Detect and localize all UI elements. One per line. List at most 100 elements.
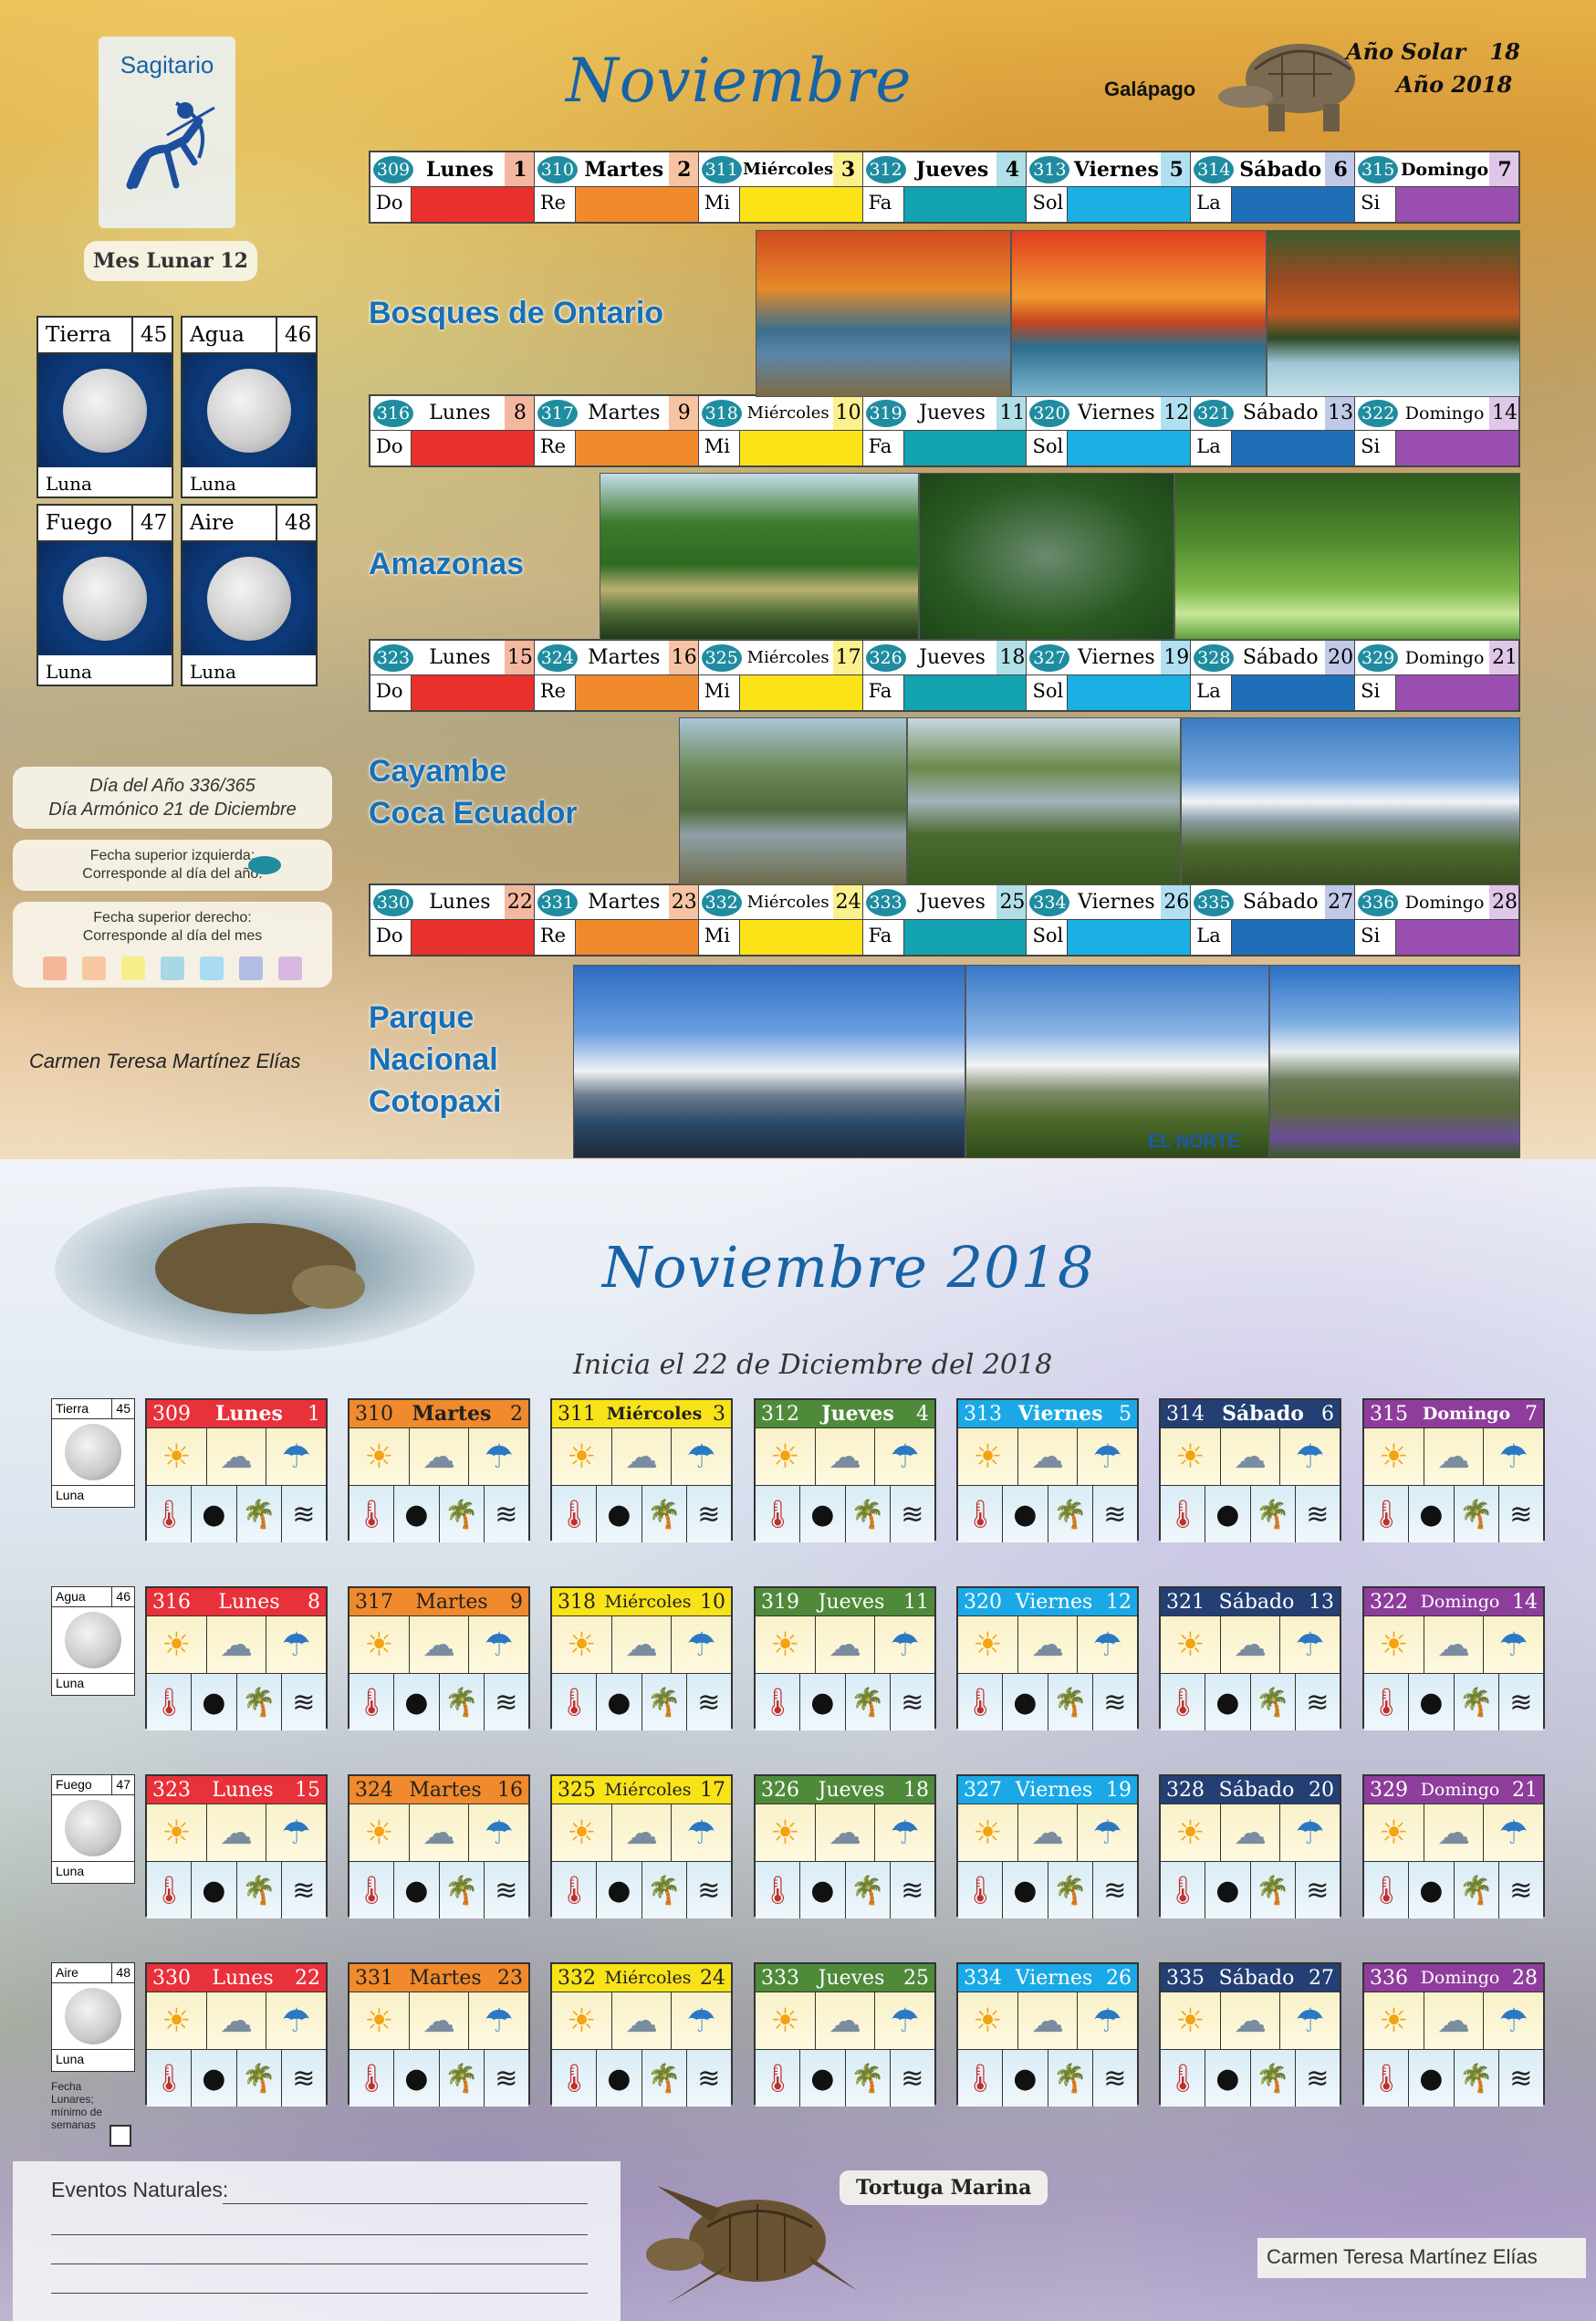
windy-tree-icon[interactable]: ≋: [1103, 2062, 1127, 2095]
day-card[interactable]: 313 Viernes 5 ☀ ☁ ☂ 🌡 ● 🌴 ≋: [956, 1398, 1139, 1542]
windy-tree-icon[interactable]: ≋: [697, 1686, 721, 1719]
sun-icon[interactable]: ☀: [1161, 1992, 1221, 2049]
day-card[interactable]: 323 Lunes 15 ☀ ☁ ☂ 🌡 ● 🌴 ≋: [145, 1774, 328, 1918]
cloud-icon[interactable]: ☁: [1424, 1616, 1485, 1673]
thermometer-sun-icon[interactable]: 🌡: [958, 1486, 1004, 1542]
rain-icon[interactable]: ☂: [1295, 1438, 1325, 1476]
day-card[interactable]: 312 Jueves 4 ☀ ☁ ☂ 🌡 ● 🌴 ≋: [754, 1398, 936, 1542]
sun-icon[interactable]: ☀: [147, 1804, 207, 1861]
cloud-icon[interactable]: ☁: [207, 1804, 267, 1861]
cloud-icon[interactable]: ☁: [1221, 1992, 1281, 2049]
palm-tree-icon[interactable]: 🌴: [1455, 2050, 1499, 2107]
day-card[interactable]: 326 Jueves 18 ☀ ☁ ☂ 🌡 ● 🌴 ≋: [754, 1774, 936, 1918]
palm-tree-icon[interactable]: 🌴: [237, 1486, 282, 1542]
day-card[interactable]: 309 Lunes 1 ☀ ☁ ☂ 🌡 ● 🌴 ≋: [145, 1398, 328, 1542]
sun-icon[interactable]: ☀: [349, 1992, 410, 2049]
windy-tree-icon[interactable]: ≋: [292, 1498, 316, 1531]
palm-tree-icon[interactable]: 🌴: [846, 1674, 891, 1730]
day-header-cell[interactable]: 334 Viernes 26: [1027, 885, 1192, 919]
day-card[interactable]: 325 Miércoles 17 ☀ ☁ ☂ 🌡 ● 🌴 ≋: [550, 1774, 733, 1918]
moon-phase-icon[interactable]: ●: [1205, 1674, 1251, 1730]
rain-icon[interactable]: ☂: [281, 1814, 311, 1852]
sun-icon[interactable]: ☀: [756, 1992, 816, 2049]
thermometer-sun-icon[interactable]: 🌡: [1161, 2050, 1206, 2107]
windy-tree-icon[interactable]: ≋: [495, 2062, 518, 2095]
day-header-cell[interactable]: 320 Viernes 12: [1027, 396, 1192, 430]
day-header-cell[interactable]: 311 Miércoles 3: [698, 152, 863, 186]
sun-icon[interactable]: ☀: [756, 1428, 816, 1485]
rain-icon[interactable]: ☂: [1092, 1438, 1122, 1476]
moon-phase-icon[interactable]: ●: [394, 2050, 440, 2107]
sun-icon[interactable]: ☀: [147, 1616, 207, 1673]
rain-icon[interactable]: ☂: [1295, 1626, 1325, 1664]
cloud-icon[interactable]: ☁: [816, 1428, 876, 1485]
palm-tree-icon[interactable]: 🌴: [1251, 1862, 1296, 1918]
thermometer-sun-icon[interactable]: 🌡: [1161, 1486, 1206, 1542]
day-card[interactable]: 317 Martes 9 ☀ ☁ ☂ 🌡 ● 🌴 ≋: [348, 1586, 530, 1730]
sun-icon[interactable]: ☀: [958, 1616, 1018, 1673]
palm-tree-icon[interactable]: 🌴: [440, 1486, 485, 1542]
windy-tree-icon[interactable]: ≋: [1509, 1874, 1533, 1907]
events-line[interactable]: [51, 2234, 588, 2235]
day-header-cell[interactable]: 329 Domingo 21: [1355, 641, 1519, 674]
thermometer-sun-icon[interactable]: 🌡: [349, 1674, 395, 1730]
day-card[interactable]: 321 Sábado 13 ☀ ☁ ☂ 🌡 ● 🌴 ≋: [1159, 1586, 1341, 1730]
cloud-icon[interactable]: ☁: [207, 1992, 267, 2049]
thermometer-sun-icon[interactable]: 🌡: [147, 1674, 193, 1730]
day-header-cell[interactable]: 335 Sábado 27: [1191, 885, 1356, 919]
windy-tree-icon[interactable]: ≋: [901, 1686, 924, 1719]
day-header-cell[interactable]: 309 Lunes 1: [370, 152, 535, 186]
palm-tree-icon[interactable]: 🌴: [1048, 1674, 1093, 1730]
moon-phase-icon[interactable]: ●: [192, 1486, 237, 1542]
fecha-checkbox[interactable]: [110, 2125, 131, 2147]
day-card[interactable]: 336 Domingo 28 ☀ ☁ ☂ 🌡 ● 🌴 ≋: [1362, 1962, 1545, 2107]
sun-icon[interactable]: ☀: [1364, 1428, 1424, 1485]
cloud-icon[interactable]: ☁: [612, 1992, 673, 2049]
rain-icon[interactable]: ☂: [484, 1626, 514, 1664]
windy-tree-icon[interactable]: ≋: [901, 2062, 924, 2095]
thermometer-sun-icon[interactable]: 🌡: [552, 1862, 598, 1918]
day-card[interactable]: 332 Miércoles 24 ☀ ☁ ☂ 🌡 ● 🌴 ≋: [550, 1962, 733, 2107]
moon-phase-icon[interactable]: ●: [1003, 1674, 1048, 1730]
sun-icon[interactable]: ☀: [349, 1804, 410, 1861]
cloud-icon[interactable]: ☁: [1424, 1992, 1485, 2049]
sun-icon[interactable]: ☀: [552, 1428, 612, 1485]
windy-tree-icon[interactable]: ≋: [292, 1686, 316, 1719]
rain-icon[interactable]: ☂: [1295, 2002, 1325, 2040]
thermometer-sun-icon[interactable]: 🌡: [552, 1674, 598, 1730]
day-card[interactable]: 324 Martes 16 ☀ ☁ ☂ 🌡 ● 🌴 ≋: [348, 1774, 530, 1918]
moon-phase-icon[interactable]: ●: [1409, 1862, 1455, 1918]
thermometer-sun-icon[interactable]: 🌡: [147, 2050, 193, 2107]
cloud-icon[interactable]: ☁: [816, 1992, 876, 2049]
day-header-cell[interactable]: 312 Jueves 4: [862, 152, 1027, 186]
palm-tree-icon[interactable]: 🌴: [440, 1862, 485, 1918]
day-header-cell[interactable]: 328 Sábado 20: [1191, 641, 1356, 674]
moon-phase-icon[interactable]: ●: [800, 1674, 846, 1730]
thermometer-sun-icon[interactable]: 🌡: [1364, 1862, 1410, 1918]
cloud-icon[interactable]: ☁: [816, 1616, 876, 1673]
cloud-icon[interactable]: ☁: [410, 1616, 470, 1673]
cloud-icon[interactable]: ☁: [410, 1804, 470, 1861]
day-header-cell[interactable]: 333 Jueves 25: [862, 885, 1027, 919]
windy-tree-icon[interactable]: ≋: [1306, 2062, 1330, 2095]
cloud-icon[interactable]: ☁: [1424, 1428, 1485, 1485]
cloud-icon[interactable]: ☁: [410, 1428, 470, 1485]
day-card[interactable]: 334 Viernes 26 ☀ ☁ ☂ 🌡 ● 🌴 ≋: [956, 1962, 1139, 2107]
rain-icon[interactable]: ☂: [484, 1814, 514, 1852]
cloud-icon[interactable]: ☁: [1018, 1616, 1079, 1673]
day-header-cell[interactable]: 324 Martes 16: [534, 641, 699, 674]
windy-tree-icon[interactable]: ≋: [901, 1874, 924, 1907]
windy-tree-icon[interactable]: ≋: [1509, 2062, 1533, 2095]
thermometer-sun-icon[interactable]: 🌡: [1161, 1674, 1206, 1730]
moon-phase-icon[interactable]: ●: [597, 1862, 642, 1918]
rain-icon[interactable]: ☂: [890, 2002, 920, 2040]
windy-tree-icon[interactable]: ≋: [1103, 1498, 1127, 1531]
thermometer-sun-icon[interactable]: 🌡: [1161, 1862, 1206, 1918]
moon-phase-icon[interactable]: ●: [800, 2050, 846, 2107]
moon-phase-icon[interactable]: ●: [1205, 2050, 1251, 2107]
day-card[interactable]: 322 Domingo 14 ☀ ☁ ☂ 🌡 ● 🌴 ≋: [1362, 1586, 1545, 1730]
rain-icon[interactable]: ☂: [686, 1814, 716, 1852]
rain-icon[interactable]: ☂: [281, 2002, 311, 2040]
palm-tree-icon[interactable]: 🌴: [1455, 1486, 1499, 1542]
events-line[interactable]: [223, 2203, 588, 2204]
